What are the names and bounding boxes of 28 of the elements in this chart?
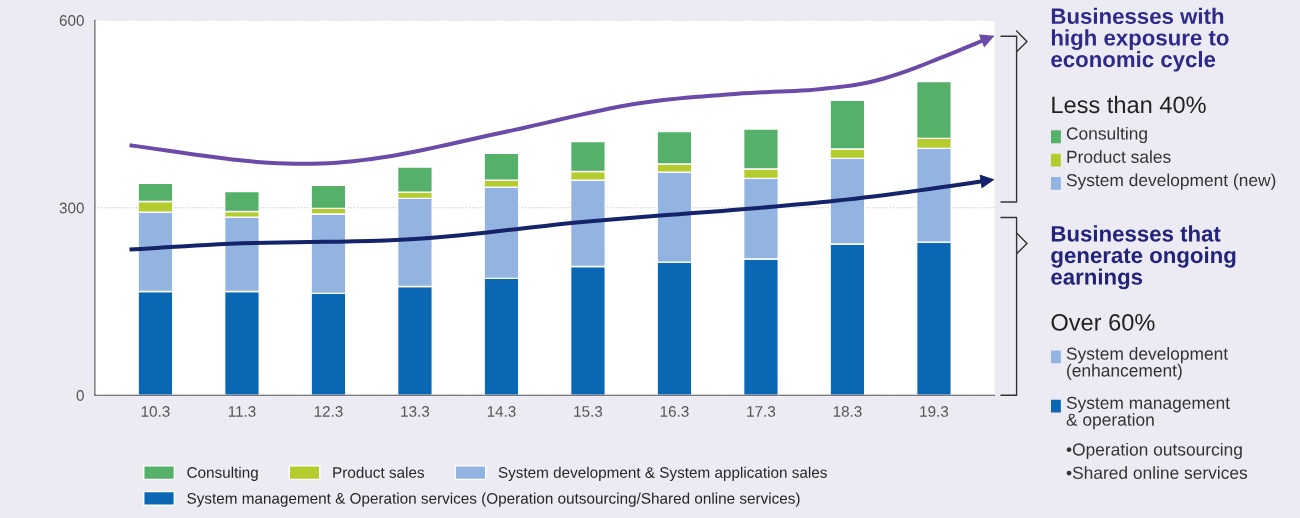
text: Businesses that generate ongoing earnings	[1051, 225, 1236, 290]
x-tick-label: 15.3	[574, 406, 603, 417]
y-tick-label: 300	[59, 202, 84, 214]
x-tick-label: 17.3	[747, 406, 776, 417]
legend-label: System development & System application sales	[498, 466, 827, 481]
legend-label: System management & Operation services (Operation outsourcing/Shared online services)	[187, 492, 800, 507]
x-tick-label: 19.3	[920, 406, 949, 417]
text: Businesses with high exposure to economic cycle	[1051, 7, 1229, 72]
text: Consulting	[1066, 126, 1147, 144]
y-tick-label: 0	[76, 390, 84, 401]
legend-label: Consulting	[187, 466, 258, 481]
x-tick-label: 13.3	[401, 406, 430, 417]
text: System development (enhancement)	[1066, 347, 1228, 381]
x-tick-label: 18.3	[833, 406, 862, 417]
x-tick-label: 10.3	[141, 406, 170, 417]
x-tick-label: 12.3	[314, 406, 343, 417]
text: Less than 40%	[1052, 95, 1206, 114]
text: System management & operation	[1066, 396, 1230, 430]
text: •Operation outsourcing	[1066, 442, 1242, 460]
text: Product sales	[1067, 150, 1171, 163]
text: Over 60%	[1051, 314, 1155, 331]
text: System development (new)	[1066, 173, 1276, 190]
text: •Shared online services	[1066, 466, 1248, 479]
x-tick-label: 11.3	[228, 406, 256, 417]
x-tick-label: 16.3	[660, 406, 689, 417]
legend-label: Product sales	[333, 466, 425, 478]
x-tick-label: 14.3	[487, 406, 516, 417]
y-tick-label: 600	[59, 15, 84, 26]
